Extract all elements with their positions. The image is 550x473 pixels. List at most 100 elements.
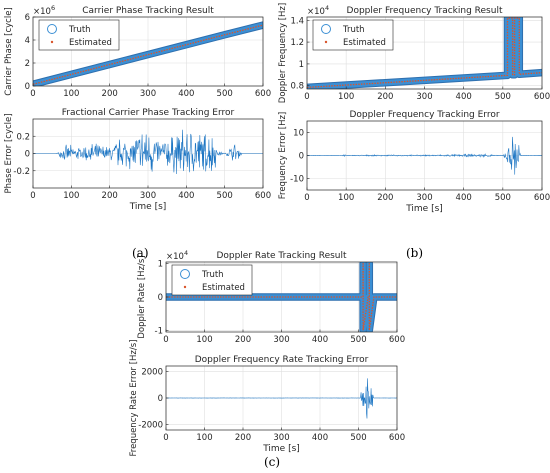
x-tick-label: 200 bbox=[102, 89, 118, 99]
y-axis-label: Frequency Error [Hz] bbox=[278, 112, 288, 200]
series-estimated bbox=[307, 17, 542, 89]
caption-a: (a) bbox=[132, 246, 149, 260]
axis-exponent-label: ×106 bbox=[33, 4, 55, 17]
caption-c: (c) bbox=[264, 455, 281, 469]
x-tick-label: 400 bbox=[456, 92, 472, 102]
legend-label-truth: Truth bbox=[342, 25, 365, 35]
x-tick-label: 200 bbox=[235, 433, 251, 443]
x-axis-label: Time [s] bbox=[405, 204, 443, 214]
x-tick-label: 200 bbox=[102, 191, 118, 201]
y-tick-label: 0.2 bbox=[16, 132, 30, 142]
legend-label-estimated: Estimated bbox=[202, 283, 245, 293]
x-tick-label: 0 bbox=[163, 335, 168, 345]
legend-marker-estimated bbox=[324, 40, 328, 44]
x-tick-label: 0 bbox=[163, 433, 168, 443]
y-tick-label: 10 bbox=[293, 129, 304, 139]
legend: Truth Estimated bbox=[171, 264, 253, 296]
exponent-base: ×10 bbox=[33, 7, 51, 17]
x-axis-label: Time [s] bbox=[262, 444, 300, 454]
x-tick-label: 500 bbox=[217, 191, 233, 201]
y-tick-label: 2000 bbox=[141, 367, 163, 377]
x-tick-label: 300 bbox=[140, 89, 156, 99]
legend-label-estimated: Estimated bbox=[69, 38, 112, 48]
series-estimated bbox=[166, 263, 397, 331]
y-tick-label: 1.4 bbox=[290, 16, 304, 26]
legend-label-truth: Truth bbox=[68, 25, 91, 35]
legend-marker-estimated bbox=[183, 285, 187, 289]
legend-label-truth: Truth bbox=[201, 270, 224, 280]
x-tick-label: 600 bbox=[389, 335, 405, 345]
axis-exponent-label: ×104 bbox=[166, 249, 188, 262]
series-group bbox=[166, 262, 397, 332]
series-estimated bbox=[33, 24, 263, 85]
legend: Truth Estimated bbox=[312, 19, 394, 51]
y-tick-label: -0.2 bbox=[13, 167, 30, 177]
x-tick-label: 100 bbox=[338, 92, 354, 102]
x-axis-label: Time [s] bbox=[129, 202, 167, 212]
legend-marker-truth bbox=[180, 269, 190, 279]
exponent-power: 4 bbox=[325, 4, 329, 12]
y-tick-label: 0 bbox=[299, 152, 304, 162]
series-group bbox=[33, 21, 263, 86]
x-tick-label: 300 bbox=[416, 193, 432, 203]
x-tick-label: 300 bbox=[140, 191, 156, 201]
legend-marker-estimated bbox=[50, 40, 54, 44]
x-tick-label: 300 bbox=[273, 335, 289, 345]
x-tick-label: 600 bbox=[534, 92, 550, 102]
x-tick-label: 200 bbox=[377, 92, 393, 102]
chart-2: 0 100 200 300 400 500 600 0.8 1 1.2 1.4×104 Doppler… bbox=[278, 3, 550, 103]
x-tick-label: 400 bbox=[456, 193, 472, 203]
x-tick-label: 100 bbox=[63, 89, 79, 99]
axis-exponent-label: ×104 bbox=[307, 4, 329, 17]
chart-title: Doppler Rate Tracking Result bbox=[216, 251, 347, 261]
series-error bbox=[33, 129, 263, 175]
exponent-power: 6 bbox=[51, 4, 55, 12]
x-tick-label: 0 bbox=[30, 89, 35, 99]
y-axis-label: Doppler Frequency [Hz] bbox=[278, 3, 288, 103]
y-axis-label: Carrier Phase [cycle] bbox=[4, 7, 14, 95]
series-group bbox=[33, 129, 263, 175]
y-tick-label: 0 bbox=[158, 394, 163, 404]
chart-title: Fractional Carrier Phase Tracking Error bbox=[62, 108, 235, 118]
series-error bbox=[307, 136, 542, 175]
x-tick-label: 0 bbox=[30, 191, 35, 201]
chart-title: Doppler Frequency Rate Tracking Error bbox=[195, 355, 369, 365]
y-tick-label: 2 bbox=[25, 59, 30, 69]
x-tick-label: 0 bbox=[304, 193, 309, 203]
y-tick-label: 0 bbox=[25, 82, 30, 92]
x-tick-label: 600 bbox=[255, 89, 271, 99]
x-tick-label: 600 bbox=[255, 191, 271, 201]
x-tick-label: 200 bbox=[235, 335, 251, 345]
series-group bbox=[307, 17, 542, 89]
x-tick-label: 500 bbox=[350, 335, 366, 345]
x-tick-label: 100 bbox=[196, 433, 212, 443]
y-tick-label: 0.8 bbox=[290, 82, 304, 92]
y-tick-label: 1 bbox=[158, 260, 163, 270]
series-group bbox=[166, 378, 397, 419]
chart-1: 0 100 200 300 400 500 600 -0.2 0 0.2 Fractional Ca… bbox=[4, 108, 271, 212]
y-tick-label: -10 bbox=[290, 175, 304, 185]
x-tick-label: 100 bbox=[338, 193, 354, 203]
chart-title: Doppler Frequency Tracking Result bbox=[347, 6, 503, 16]
x-tick-label: 300 bbox=[416, 92, 432, 102]
y-tick-label: -2000 bbox=[138, 421, 163, 431]
chart-0: 0 100 200 300 400 500 600 0 2 4 6×106 Carrier Phase… bbox=[4, 4, 271, 99]
exponent-base: ×10 bbox=[307, 7, 325, 17]
x-tick-label: 500 bbox=[495, 92, 511, 102]
x-tick-label: 400 bbox=[178, 89, 194, 99]
legend-label-estimated: Estimated bbox=[343, 38, 386, 48]
x-tick-label: 200 bbox=[377, 193, 393, 203]
x-tick-label: 400 bbox=[312, 433, 328, 443]
y-tick-label: 4 bbox=[25, 36, 30, 46]
caption-b: (b) bbox=[406, 246, 424, 260]
x-tick-label: 0 bbox=[304, 92, 309, 102]
chart-title: Doppler Frequency Tracking Error bbox=[349, 110, 499, 120]
y-tick-label: 0 bbox=[158, 293, 163, 303]
chart-4: 0 100 200 300 400 500 600-101×104 Doppler Rate … bbox=[137, 249, 405, 345]
series-group bbox=[307, 136, 542, 175]
y-axis-label: Doppler Rate [Hz/s] bbox=[137, 255, 147, 338]
x-tick-label: 400 bbox=[178, 191, 194, 201]
